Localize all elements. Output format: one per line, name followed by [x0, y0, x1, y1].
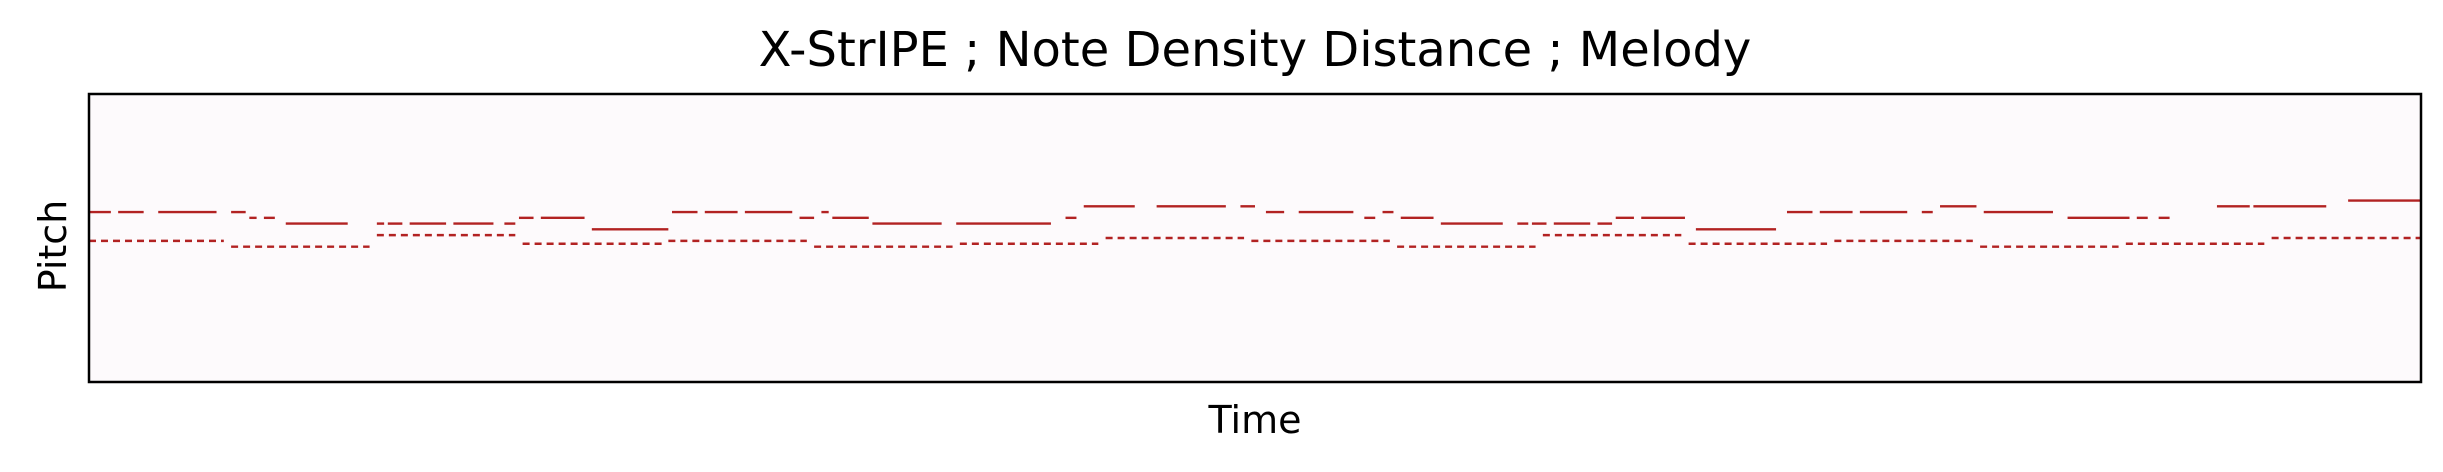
- notes-layer: [89, 199, 2421, 248]
- plot-area: [89, 94, 2421, 382]
- chart-title: X-StrIPE ; Note Density Distance ; Melod…: [758, 22, 1752, 78]
- plot-frame: [87, 92, 2423, 384]
- x-axis-label: Time: [1208, 398, 1302, 442]
